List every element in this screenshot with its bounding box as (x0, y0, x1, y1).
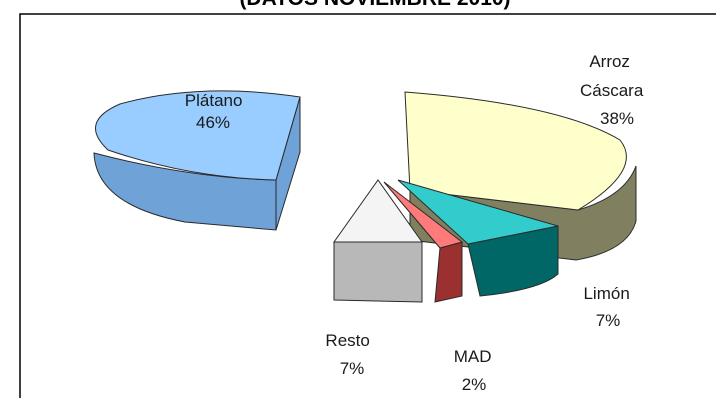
data-label-resto: Resto 7% (325, 331, 374, 378)
pie-slice-platano-top (95, 90, 301, 181)
data-label-arroz-value: 38% (600, 109, 634, 128)
data-label-limon-value: 7% (596, 311, 621, 330)
pie-slice-platano (93, 90, 301, 231)
pie-slice-arroz-cascara-top (404, 91, 627, 211)
pie-slice-mad-top (383, 181, 464, 249)
data-label-mad-value: 2% (462, 375, 487, 394)
data-label-mad: MAD 2% (454, 347, 497, 394)
data-label-resto-name: Resto (325, 331, 369, 350)
pie-slice-resto-top (333, 179, 423, 243)
pie-slice-limon (397, 179, 559, 297)
pie-slice-limon-side (467, 225, 559, 297)
chart-frame (19, 13, 716, 398)
pie-slice-resto-side (333, 241, 423, 303)
pie-slice-mad-side (434, 241, 463, 303)
data-label-arroz-name-line2: Cáscara (580, 81, 644, 100)
pie-slice-resto (333, 179, 423, 303)
data-label-platano-value: 46% (196, 113, 230, 132)
data-label-resto-value: 7% (340, 359, 365, 378)
data-label-platano: Plátano 46% (185, 91, 247, 132)
data-label-limon-name: Limón (583, 284, 629, 303)
data-label-arroz-name-line1: Arroz (589, 52, 630, 71)
data-label-limon: Limón 7% (583, 284, 634, 330)
data-label-arroz-cascara: Arroz Cáscara 38% (580, 52, 648, 128)
chart-title: (DATOS NOVIEMBRE 2010) (239, 0, 510, 10)
pie-slice-mad (383, 181, 464, 303)
pie-slice-limon-top (397, 179, 559, 245)
data-label-platano-name: Plátano (185, 91, 243, 110)
data-label-mad-name: MAD (454, 347, 492, 366)
